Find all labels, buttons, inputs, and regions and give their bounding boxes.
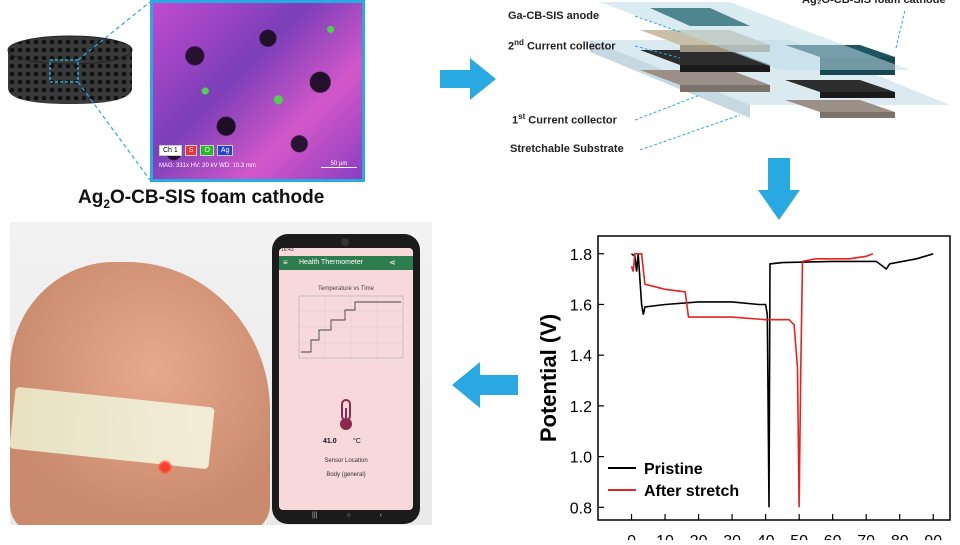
series-line-pristine <box>631 253 934 508</box>
nav-home-icon[interactable]: ○ <box>346 512 351 519</box>
app-bar: ≡ Health Thermometer ⋖ <box>279 256 413 270</box>
temperature-unit: °C <box>353 438 361 445</box>
discharge-chart-svg: 0.8 1.0 1.2 1.4 1.6 1.8 0 10 20 30 40 50 60 70 80 90 Pot… <box>536 235 951 545</box>
arrow-left-icon <box>452 362 518 408</box>
label-substrate: Stretchable Substrate <box>510 143 624 155</box>
x-tick-label: 40 <box>757 533 775 540</box>
status-time: 16:43 <box>281 248 294 253</box>
series-line-after-stretch <box>630 252 874 508</box>
y-tick-label: 1.4 <box>570 348 592 365</box>
x-tick-label: 60 <box>824 533 842 540</box>
sem-scale-bar: 50 μm <box>321 161 357 168</box>
x-tick-label: 30 <box>723 533 741 540</box>
app-title: Health Thermometer <box>299 259 364 266</box>
sensor-location-label: Sensor Location <box>324 458 368 464</box>
x-tick-label: 0 <box>627 533 636 540</box>
arrow-right-icon <box>440 58 496 100</box>
sem-legend-ch: Ch 1 <box>159 145 182 156</box>
x-tick-label: 80 <box>891 533 909 540</box>
y-tick-label: 1.6 <box>570 297 592 314</box>
smartphone: 16:43 ≡ Health Thermometer ⋖ Temperature… <box>272 234 420 524</box>
menu-icon[interactable]: ≡ <box>283 258 288 267</box>
x-tick-label: 10 <box>656 533 674 540</box>
nav-back-icon[interactable]: ‹ <box>379 512 382 519</box>
y-tick-label: 1.2 <box>570 399 592 416</box>
zoom-lines <box>77 1 151 181</box>
phone-nav-bar: ||| ○ ‹ <box>312 512 382 519</box>
legend-label: After stretch <box>644 483 739 500</box>
legend-label: Pristine <box>644 461 703 478</box>
foam-sample-illustration <box>7 35 133 104</box>
foam-caption: Ag2O-CB-SIS foam cathode <box>78 187 325 211</box>
label-second-collector: 2nd Current collector <box>508 38 616 53</box>
y-axis-label: Potential (V) <box>538 314 561 442</box>
led-light-icon <box>158 460 172 474</box>
y-tick-label: 0.8 <box>570 500 592 517</box>
sem-legend-ag: Ag <box>216 145 234 156</box>
phone-temperature-chart <box>298 295 404 359</box>
x-tick-label: 70 <box>857 533 875 540</box>
phone-screen: 16:43 ≡ Health Thermometer ⋖ Temperature… <box>279 248 413 510</box>
sem-micrograph: Ch 1 S O Ag MAG: 331x HV: 20 kV WD: 10.3… <box>150 0 365 182</box>
x-tick-label: 90 <box>924 533 942 540</box>
sensor-location-value: Body (general) <box>326 472 366 478</box>
y-tick-label: 1.8 <box>570 247 592 264</box>
label-first-collector: 1st Current collector <box>512 112 617 127</box>
label-cathode-layer: Ag₂O-CB-SIS foam cathode <box>802 0 946 6</box>
temperature-value: 41.0 <box>323 438 337 445</box>
y-tick-label: 1.0 <box>570 450 592 467</box>
camera-icon <box>341 238 349 246</box>
arrow-down-icon <box>758 158 800 220</box>
share-icon[interactable]: ⋖ <box>389 258 396 267</box>
thermometer-icon <box>340 399 352 430</box>
label-anode-layer: Ga-CB-SIS anode <box>508 10 600 22</box>
phone-chart-title: Temperature vs Time <box>317 286 375 292</box>
battery-layer-stack <box>590 2 950 150</box>
discharge-chart: 0.8 1.0 1.2 1.4 1.6 1.8 0 10 20 30 40 50 60 70 80 90 Pot… <box>536 230 958 545</box>
plot-frame <box>597 235 951 521</box>
sem-legend-s: S <box>184 145 198 156</box>
wearable-photo: 16:43 ≡ Health Thermometer ⋖ Temperature… <box>10 222 432 525</box>
sem-meta: MAG: 331x HV: 20 kV WD: 10.3 mm <box>159 163 256 169</box>
x-tick-label: 50 <box>790 533 808 540</box>
x-tick-label: 20 <box>690 533 708 540</box>
nav-recent-icon[interactable]: ||| <box>312 512 318 519</box>
sem-legend-o: O <box>200 145 214 156</box>
